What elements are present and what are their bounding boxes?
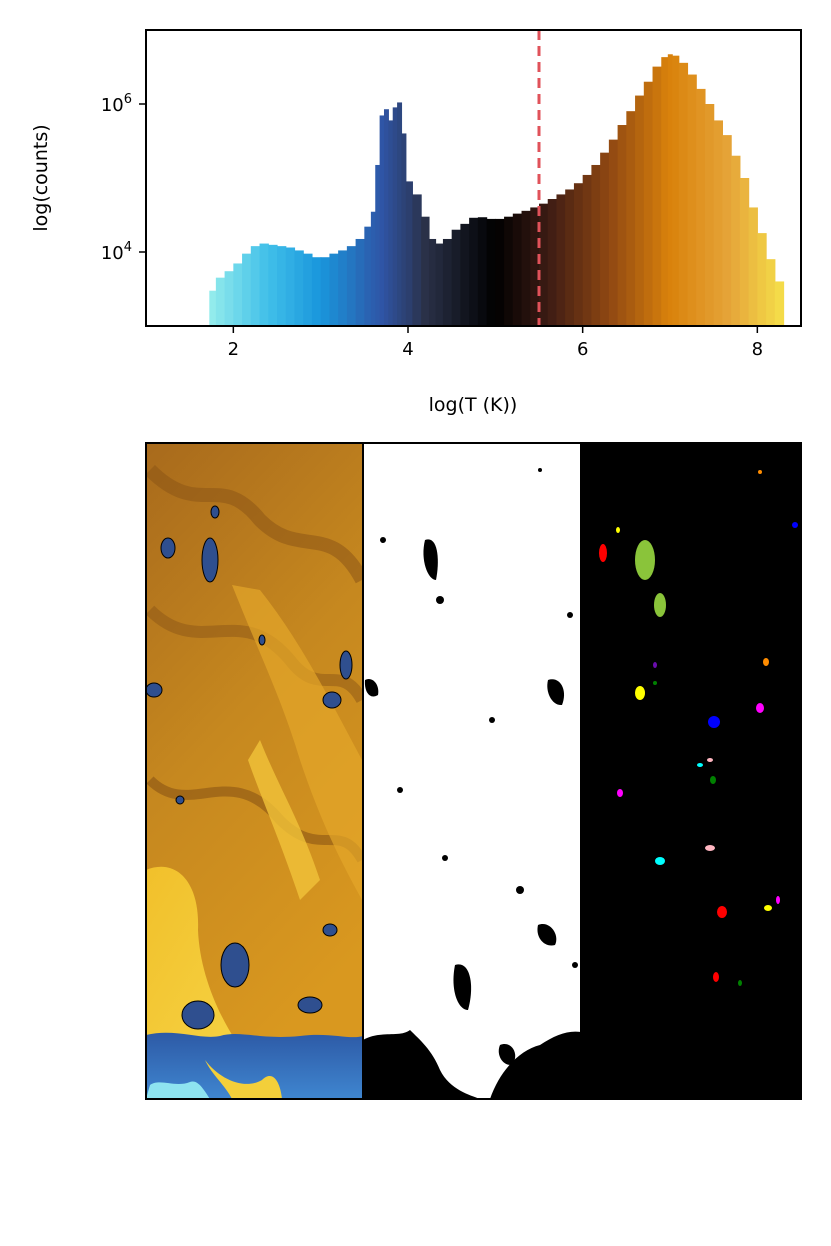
histogram-bar	[428, 238, 437, 326]
histogram-bar	[486, 218, 496, 326]
histogram-bar	[421, 216, 430, 326]
y-tick-label: 104	[101, 240, 132, 264]
histogram-bar	[379, 115, 385, 327]
histogram-bar	[412, 194, 422, 326]
histogram-bar	[696, 88, 706, 327]
histogram-bar	[661, 57, 669, 327]
histogram-bar	[704, 104, 715, 326]
histogram-bar	[285, 247, 296, 326]
histogram-bar	[667, 54, 673, 326]
histogram-bar	[739, 178, 750, 326]
histogram-bar	[442, 238, 453, 326]
image-panels	[145, 442, 802, 1100]
histogram-bar	[375, 164, 381, 326]
y-ticks: 104 106	[101, 92, 146, 264]
histogram-bar	[224, 271, 234, 326]
histogram-bar	[346, 246, 357, 326]
histogram-bar	[591, 164, 601, 326]
histogram-frame	[145, 29, 802, 327]
histogram-bar	[626, 111, 636, 326]
x-tick-label: 2	[228, 339, 239, 360]
histogram-bar	[405, 181, 413, 326]
histogram-bar	[397, 102, 403, 326]
histogram-bar	[582, 174, 592, 326]
histogram-bar	[469, 217, 479, 326]
histogram-bar	[635, 95, 645, 326]
histogram-bar	[547, 199, 558, 326]
histogram-bar	[259, 243, 269, 326]
x-tick-label: 8	[752, 339, 763, 360]
cold-gas-mask-panel	[363, 443, 581, 1099]
histogram-bar	[460, 223, 470, 326]
histogram-bar	[392, 107, 398, 327]
histogram-bar	[355, 238, 365, 326]
histogram-bar	[451, 229, 461, 326]
histogram-bar	[556, 194, 566, 326]
histogram-bar	[565, 189, 575, 326]
x-axis-label: log(T (K))	[429, 394, 518, 416]
histogram-bar	[512, 213, 523, 326]
histogram-bar	[338, 250, 348, 326]
histogram-bar	[495, 218, 505, 326]
y-tick-label: 106	[101, 92, 132, 116]
histogram-bar	[504, 216, 514, 326]
histogram-bar	[687, 74, 697, 327]
histogram-bar	[477, 217, 488, 326]
histogram-bar	[250, 246, 261, 326]
histogram-bar	[731, 155, 741, 326]
histogram-bar	[401, 133, 407, 326]
histogram-bar	[748, 207, 758, 326]
histogram-bar	[388, 120, 394, 326]
histogram-bar	[268, 244, 278, 326]
histogram-bar	[233, 263, 243, 326]
histogram-bar	[311, 257, 322, 326]
histogram-bar	[242, 253, 252, 326]
histogram-bar	[215, 277, 226, 326]
histogram-bar	[643, 81, 654, 326]
histogram-bar	[277, 246, 287, 326]
histogram-panel: 2 4 6 8 104 106 log(T (K)) log(counts)	[30, 29, 802, 416]
histogram-bar	[766, 259, 776, 326]
histogram-bar	[608, 139, 619, 326]
histogram-bar	[573, 183, 584, 326]
histogram-bar	[320, 257, 330, 326]
histogram-bar	[617, 125, 627, 327]
histogram-bar	[722, 135, 732, 326]
histogram-bar	[383, 109, 389, 327]
y-axis-label: log(counts)	[30, 124, 52, 231]
histogram-bar	[209, 290, 217, 326]
histogram-bar	[652, 66, 662, 327]
x-ticks: 2 4 6 8	[228, 326, 763, 360]
histogram-bar	[774, 281, 785, 326]
histogram-bar	[539, 203, 549, 326]
histogram-bar	[370, 211, 376, 326]
histogram-bar	[435, 243, 444, 326]
histogram-bars	[209, 54, 785, 327]
histogram-bar	[303, 253, 313, 326]
x-tick-label: 6	[577, 339, 588, 360]
image-panel-frame	[145, 442, 802, 1100]
histogram-bar	[672, 55, 680, 327]
histogram-bar	[678, 62, 689, 326]
histogram-bar	[329, 253, 339, 326]
histogram-bar	[600, 152, 610, 326]
histogram-bar	[364, 226, 372, 326]
histogram-bar	[530, 207, 540, 326]
histogram-bar	[757, 233, 767, 326]
histogram-bar	[294, 250, 304, 326]
temperature-slice-panel	[146, 443, 363, 1099]
histogram-bar	[521, 210, 531, 326]
histogram-bar	[713, 120, 723, 326]
labeled-clouds-panel	[581, 443, 801, 1099]
x-tick-label: 4	[402, 339, 413, 360]
